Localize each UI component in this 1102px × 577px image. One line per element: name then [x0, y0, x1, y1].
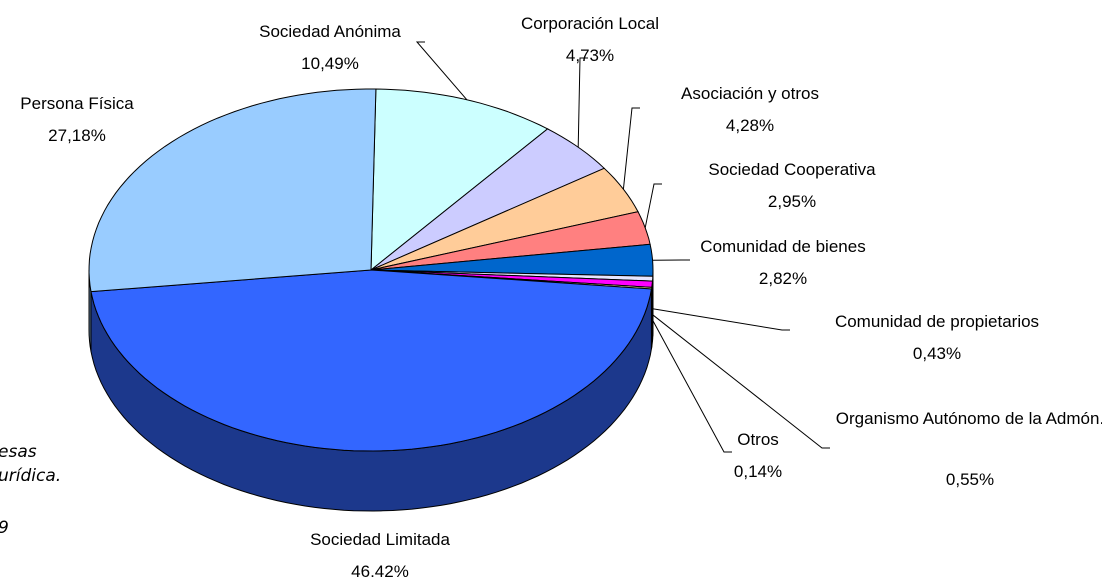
data-label-category: Persona Física	[20, 94, 134, 113]
data-label-value: 0,43%	[912, 344, 962, 363]
data-label-category: Corporación Local	[521, 14, 659, 33]
data-label-category: Comunidad de bienes	[700, 237, 866, 256]
data-label-category: Organismo Autónomo de la Admón.	[835, 409, 1102, 428]
slice	[90, 269, 652, 452]
data-label-value: 0,14%	[733, 462, 783, 481]
data-label-category: Asociación y otros	[681, 84, 819, 103]
leader-line	[652, 308, 790, 331]
slice	[370, 128, 606, 271]
leader-line	[644, 183, 662, 228]
data-label-value: 2,95%	[767, 192, 817, 211]
slice	[88, 88, 377, 293]
data-label-category: Sociedad Anónima	[259, 22, 401, 41]
leader-line	[651, 317, 732, 453]
leader-line	[622, 107, 640, 190]
data-label-value: 27,18%	[48, 126, 106, 145]
leader-line	[415, 41, 468, 101]
annotation: 9	[0, 518, 9, 538]
data-label-category: Sociedad Limitada	[310, 530, 450, 549]
data-label-value: 2,82%	[758, 269, 808, 288]
leader-line	[577, 57, 588, 148]
data-label-category: Sociedad Cooperativa	[708, 160, 876, 179]
data-label-value: 4,28%	[725, 116, 775, 135]
annotation: urídica.	[0, 466, 62, 486]
data-label-value: 10,49%	[301, 54, 359, 73]
data-label-category: Comunidad de propietarios	[834, 312, 1040, 331]
annotation: esas	[0, 442, 37, 462]
leader-line	[651, 313, 830, 449]
data-label-category: Otros	[737, 430, 779, 449]
data-label-value: 4,73%	[565, 46, 615, 65]
data-label-value: 46,42%	[351, 562, 409, 577]
data-label-value: 0,55%	[945, 470, 995, 489]
